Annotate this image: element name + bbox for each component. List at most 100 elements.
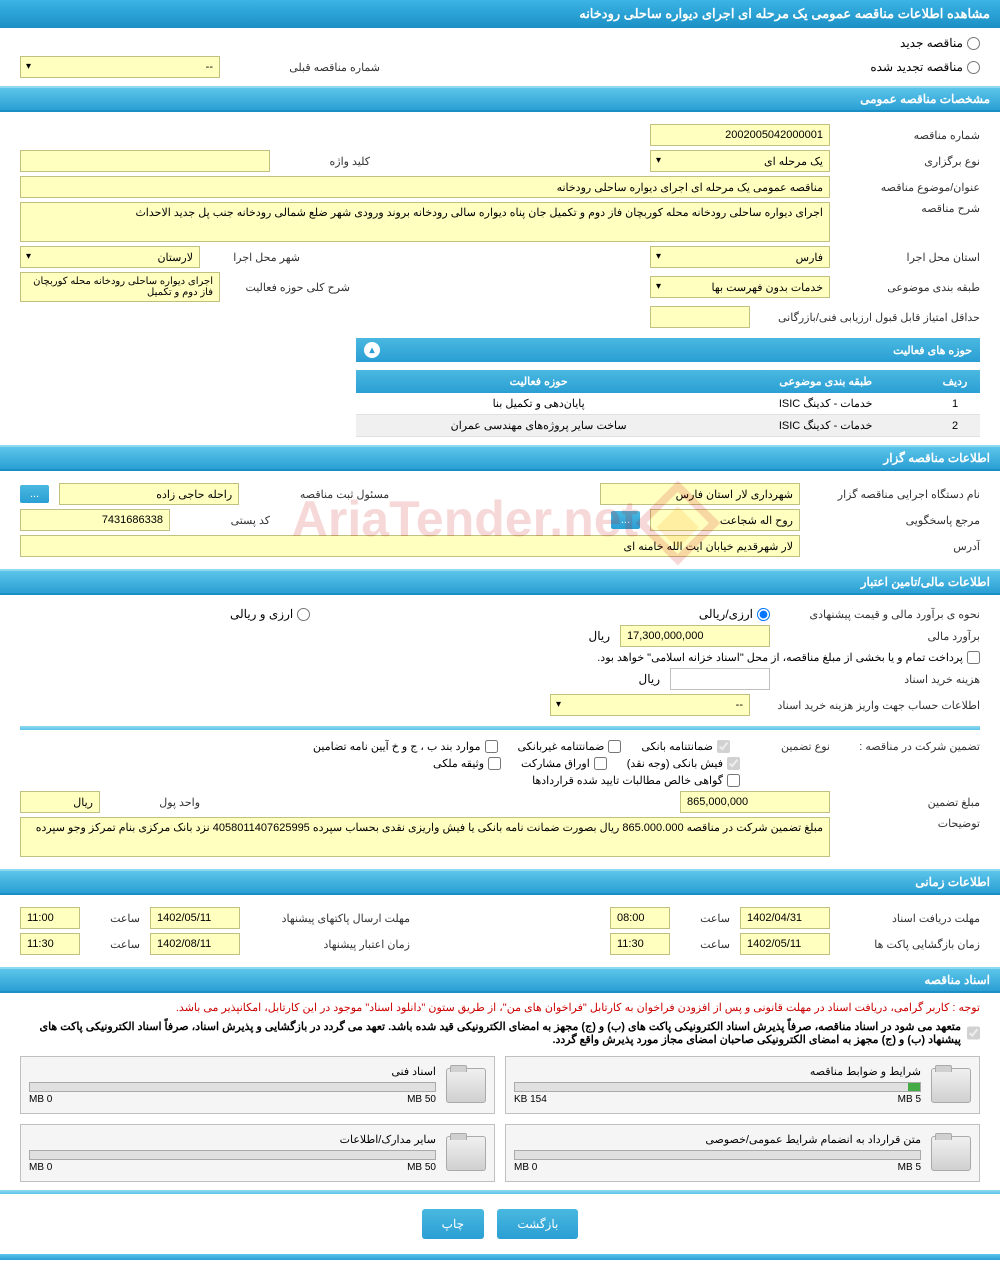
table-row: 2خدمات - کدینگ ISICساخت سایر پروژه‌های م…: [356, 415, 980, 437]
folder-icon: [446, 1068, 486, 1103]
description-field: اجرای دیواره ساحلی رودخانه محله کوربچان …: [20, 202, 830, 242]
open-label: زمان بازگشایی پاکت ها: [840, 938, 980, 951]
check-bank[interactable]: ضمانتنامه بانکی: [641, 740, 730, 753]
min-score-label: حداقل امتیاز قابل قبول ارزیابی فنی/بازرگ…: [760, 311, 980, 324]
doc-cost-field[interactable]: [670, 668, 770, 690]
check-govahi[interactable]: گواهی خالص مطالبات تایید شده قراردادها: [532, 774, 740, 787]
check-orag[interactable]: اوراق مشارکت: [521, 757, 607, 770]
unit-label: واحد پول: [110, 796, 200, 809]
doc-title: اسناد فنی: [29, 1065, 436, 1078]
table-row: 1خدمات - کدینگ ISICپایان‌دهی و تکمیل بنا: [356, 393, 980, 415]
send-time: 11:00: [20, 907, 80, 929]
validity-label: زمان اعتبار پیشنهاد: [250, 938, 410, 951]
progress-bar: [514, 1150, 921, 1160]
title-label: عنوان/موضوع مناقصه: [840, 181, 980, 194]
validity-date: 1402/08/11: [150, 933, 240, 955]
section-financial: اطلاعات مالی/تامین اعتبار: [0, 569, 1000, 595]
doc-cost-currency: ریال: [638, 672, 660, 686]
account-select[interactable]: --: [550, 694, 750, 716]
folder-icon: [931, 1136, 971, 1171]
address-field: لار شهرقدیم خیابان ایت الله خامنه ای: [20, 535, 800, 557]
validity-time: 11:30: [20, 933, 80, 955]
keyword-field[interactable]: [20, 150, 270, 172]
receive-date: 1402/04/31: [740, 907, 830, 929]
radio-arzi-riali[interactable]: ارزی/ریالی: [699, 607, 770, 621]
folder-icon: [446, 1136, 486, 1171]
time-label-1: ساعت: [680, 912, 730, 925]
receive-label: مهلت دریافت اسناد: [840, 912, 980, 925]
min-score-field[interactable]: [650, 306, 750, 328]
check-fish[interactable]: فیش بانکی (وجه نقد): [627, 757, 740, 770]
doc-title: متن قرارداد به انضمام شرایط عمومی/خصوصی: [514, 1133, 921, 1146]
method-label: نحوه ی برآورد مالی و قیمت پیشنهادی: [780, 608, 980, 621]
col-activity: حوزه فعالیت: [356, 370, 721, 393]
page-title: مشاهده اطلاعات مناقصه عمومی یک مرحله ای …: [0, 0, 1000, 28]
collapse-icon[interactable]: ▴: [364, 342, 380, 358]
doc-card[interactable]: سایر مدارک/اطلاعات 50 MB0 MB: [20, 1124, 495, 1182]
city-select[interactable]: لارستان: [20, 246, 200, 268]
keyword-label: کلید واژه: [280, 155, 370, 168]
activity-desc-label: شرح کلی حوزه فعالیت: [230, 281, 350, 294]
prev-number-label: شماره مناقصه قبلی: [240, 61, 380, 74]
section-organizer: اطلاعات مناقصه گزار: [0, 445, 1000, 471]
progress-bar: [29, 1082, 436, 1092]
print-button[interactable]: چاپ: [422, 1209, 484, 1239]
province-select[interactable]: فارس: [650, 246, 830, 268]
title-field: مناقصه عمومی یک مرحله ای اجرای دیواره سا…: [20, 176, 830, 198]
open-date: 1402/05/11: [740, 933, 830, 955]
radio-new-tender[interactable]: مناقصه جدید: [900, 36, 980, 50]
currency-label: ریال: [588, 629, 610, 643]
amount-label: برآورد مالی: [780, 630, 980, 643]
activities-table: ردیف طبقه بندی موضوعی حوزه فعالیت 1خدمات…: [356, 370, 980, 437]
doc-title: شرایط و ضوابط مناقصه: [514, 1065, 921, 1078]
note2-checkbox: [967, 1020, 980, 1046]
radio-arzi-va-riali[interactable]: ارزی و ریالی: [230, 607, 310, 621]
folder-icon: [931, 1068, 971, 1103]
receive-time: 08:00: [610, 907, 670, 929]
postal-label: کد پستی: [180, 514, 270, 527]
section-documents: اسناد مناقصه: [0, 967, 1000, 993]
activities-title: حوزه های فعالیت: [893, 344, 972, 357]
back-button[interactable]: بازگشت: [497, 1209, 578, 1239]
type-label: نوع برگزاری: [840, 155, 980, 168]
doc-card[interactable]: متن قرارداد به انضمام شرایط عمومی/خصوصی …: [505, 1124, 980, 1182]
contact-label: مرجع پاسخگویی: [810, 514, 980, 527]
guarantee-label: تضمین شرکت در مناقصه :: [840, 740, 980, 753]
doc-cost-label: هزینه خرید اسناد: [780, 673, 980, 686]
send-label: مهلت ارسال پاکتهای پیشنهاد: [250, 912, 410, 925]
address-label: آدرس: [810, 540, 980, 553]
radio-renewed-tender[interactable]: مناقصه تجدید شده: [870, 60, 980, 74]
doc-card[interactable]: شرایط و ضوابط مناقصه 5 MB154 KB: [505, 1056, 980, 1114]
contact-more-button[interactable]: ...: [611, 511, 640, 529]
check-vathige[interactable]: وثیقه ملکی: [433, 757, 501, 770]
unit-field: ریال: [20, 791, 100, 813]
payment-note-checkbox[interactable]: پرداخت تمام و یا بخشی از مبلغ مناقصه، از…: [597, 651, 980, 664]
check-pardakht[interactable]: موارد بند ب ، ج و خ آیین نامه تضامین: [313, 740, 497, 753]
registrar-more-button[interactable]: ...: [20, 485, 49, 503]
section-timing: اطلاعات زمانی: [0, 869, 1000, 895]
guarantee-amount-field: 865,000,000: [680, 791, 830, 813]
open-time: 11:30: [610, 933, 670, 955]
time-label-3: ساعت: [680, 938, 730, 951]
city-label: شهر محل اجرا: [210, 251, 300, 264]
section-general: مشخصات مناقصه عمومی: [0, 86, 1000, 112]
category-select[interactable]: خدمات بدون فهرست بها: [650, 276, 830, 298]
org-field: شهرداری لار استان فارس: [600, 483, 800, 505]
radio-renewed-label: مناقصه تجدید شده: [870, 60, 963, 74]
amount-field: 17,300,000,000: [620, 625, 770, 647]
doc-note-2: متعهد می شود در اسناد مناقصه، صرفاً پذیر…: [20, 1020, 961, 1046]
prev-number-select[interactable]: --: [20, 56, 220, 78]
registrar-field: راحله حاجی زاده: [59, 483, 239, 505]
radio-new-label: مناقصه جدید: [900, 36, 963, 50]
doc-card[interactable]: اسناد فنی 50 MB0 MB: [20, 1056, 495, 1114]
org-label: نام دستگاه اجرایی مناقصه گزار: [810, 488, 980, 501]
guarantee-type-label: نوع تضمین: [740, 740, 830, 753]
check-nonbank[interactable]: ضمانتنامه غیربانکی: [518, 740, 622, 753]
description-label: شرح مناقصه: [840, 202, 980, 215]
account-label: اطلاعات حساب جهت واریز هزینه خرید اسناد: [760, 699, 980, 712]
time-label-2: ساعت: [90, 912, 140, 925]
type-select[interactable]: یک مرحله ای: [650, 150, 830, 172]
guarantee-amount-label: مبلغ تضمین: [840, 796, 980, 809]
progress-bar: [514, 1082, 921, 1092]
time-label-4: ساعت: [90, 938, 140, 951]
